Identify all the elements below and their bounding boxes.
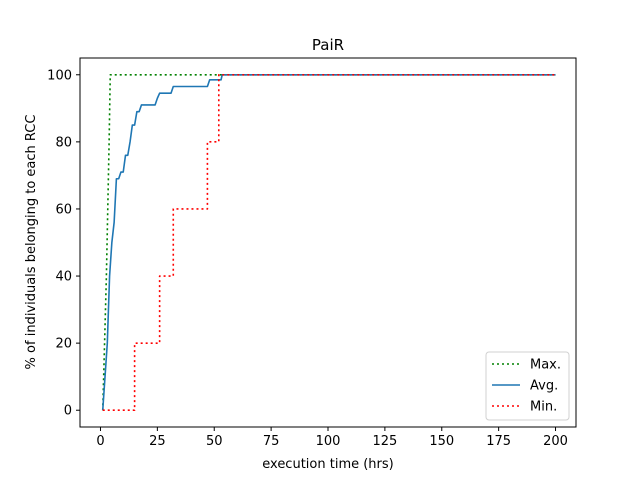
legend-label: Min. [530, 400, 557, 415]
x-axis-ticks: 0 25 50 75 100 125 150 175 200 [96, 427, 568, 449]
legend-label: Avg. [530, 379, 558, 394]
y-axis-ticks: 0 20 40 60 80 100 [47, 68, 80, 419]
x-tick-label: 75 [263, 434, 280, 449]
x-axis-label: execution time (hrs) [262, 457, 394, 472]
y-tick-label: 100 [47, 68, 72, 83]
y-tick-label: 40 [55, 270, 72, 285]
x-tick-label: 50 [206, 434, 223, 449]
x-tick-label: 0 [96, 434, 104, 449]
legend-box [485, 351, 570, 421]
x-tick-label: 200 [543, 434, 568, 449]
chart-title: PaiR [312, 36, 344, 54]
y-tick-label: 80 [55, 135, 72, 150]
series-line-avg [101, 73, 556, 411]
x-tick-label: 125 [372, 434, 397, 449]
y-tick-label: 20 [55, 337, 72, 352]
series-line-min [102, 73, 556, 412]
series-layer [101, 73, 556, 412]
x-tick-label: 100 [316, 434, 341, 449]
series-line-max [101, 73, 556, 411]
y-tick-label: 60 [55, 202, 72, 217]
x-tick-label: 175 [486, 434, 511, 449]
x-tick-label: 150 [429, 434, 454, 449]
x-tick-label: 25 [149, 434, 166, 449]
legend-label: Max. [530, 358, 561, 373]
legend: Max. Avg. Min. [485, 351, 570, 421]
y-axis-label: % of individuals belonging to each RCC [24, 115, 39, 370]
y-tick-label: 0 [64, 404, 72, 419]
